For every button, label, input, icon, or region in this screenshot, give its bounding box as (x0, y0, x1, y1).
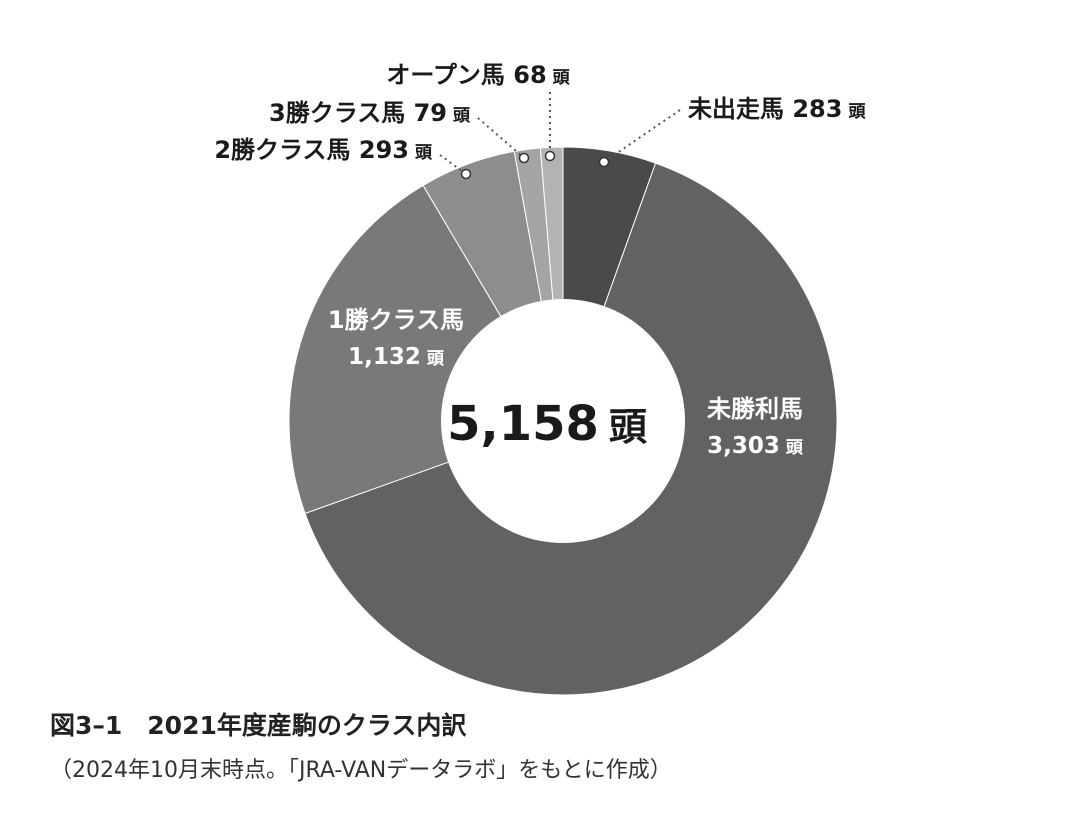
slice-label-4: 3勝クラス馬 79 頭 (269, 99, 471, 127)
slice-4-leader-dot (518, 152, 530, 164)
slice-label-0: 未出走馬 283 頭 (688, 95, 866, 123)
center-total-value: 5,158 (447, 396, 599, 452)
slice-label-1: 未勝利馬 (707, 395, 803, 423)
donut-chart: 5,158 頭 未勝利馬 3,303 頭 1勝クラス馬 1,132 頭 未出走馬 283 頭 オー… (214, 61, 866, 696)
slice-label-3: 2勝クラス馬 293 頭 (214, 136, 433, 164)
slice-label-5: オープン馬 68 頭 (386, 61, 570, 89)
center-total-label: 5,158 頭 (447, 396, 648, 452)
slice-label-2: 1勝クラス馬 (328, 306, 464, 334)
slice-value-1: 3,303 頭 (707, 433, 804, 459)
slice-0-leader-line (603, 109, 681, 163)
slice-3-leader-dot (460, 168, 472, 180)
slice-4-leader-line (477, 117, 525, 159)
slice-5-leader-dot (544, 150, 556, 162)
figure-title: 図3–1 2021年度産駒のクラス内訳 (50, 711, 467, 740)
figure-note: （2024年10月末時点。「JRA-VANデータラボ」をもとに作成） (50, 758, 672, 783)
donut-center-hole (441, 299, 685, 543)
slice-labels: 未勝利馬 3,303 頭 1勝クラス馬 1,132 頭 未出走馬 283 頭 オープン馬 68 頭… (214, 61, 866, 459)
slice-value-2: 1,132 頭 (348, 344, 445, 370)
slice-0-leader-dot (598, 156, 610, 168)
center-total-unit: 頭 (609, 405, 648, 449)
